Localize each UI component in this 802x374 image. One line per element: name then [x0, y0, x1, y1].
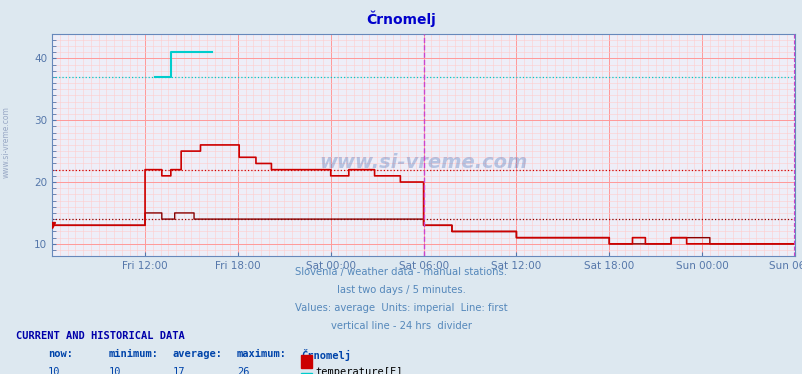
Text: CURRENT AND HISTORICAL DATA: CURRENT AND HISTORICAL DATA — [16, 331, 184, 341]
Text: Slovenia / weather data - manual stations.: Slovenia / weather data - manual station… — [295, 267, 507, 278]
Text: last two days / 5 minutes.: last two days / 5 minutes. — [337, 285, 465, 295]
Text: now:: now: — [48, 349, 73, 359]
Text: temperature[F]: temperature[F] — [315, 367, 403, 374]
Text: vertical line - 24 hrs  divider: vertical line - 24 hrs divider — [330, 321, 472, 331]
Text: maximum:: maximum: — [237, 349, 286, 359]
Text: Values: average  Units: imperial  Line: first: Values: average Units: imperial Line: fi… — [295, 303, 507, 313]
Text: www.si-vreme.com: www.si-vreme.com — [319, 153, 527, 172]
Text: 17: 17 — [172, 367, 185, 374]
Text: Črnomelj: Črnomelj — [367, 10, 435, 27]
Text: Črnomelj: Črnomelj — [301, 349, 350, 361]
Text: 10: 10 — [108, 367, 121, 374]
Text: www.si-vreme.com: www.si-vreme.com — [2, 106, 11, 178]
Text: minimum:: minimum: — [108, 349, 158, 359]
Text: 10: 10 — [48, 367, 61, 374]
Text: 26: 26 — [237, 367, 249, 374]
Text: average:: average: — [172, 349, 222, 359]
